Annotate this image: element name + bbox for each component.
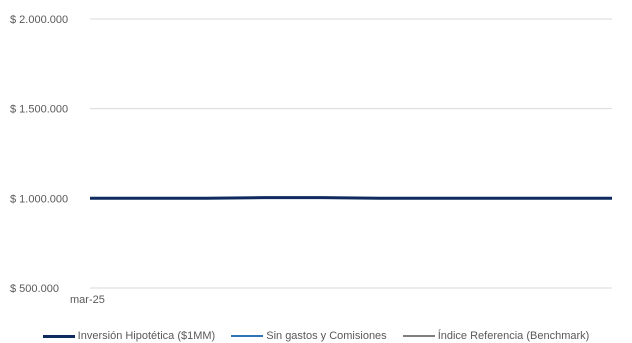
series-line-0 xyxy=(90,196,612,200)
legend-item-inversion: Inversión Hipotética ($1MM) xyxy=(42,330,216,342)
legend-swatch-sin-gastos xyxy=(231,335,264,337)
legend-item-benchmark: Índice Referencia (Benchmark) xyxy=(402,330,590,342)
x-tick-label: mar-25 xyxy=(70,294,105,306)
gridlines xyxy=(90,18,612,289)
legend-label-sin-gastos: Sin gastos y Comisiones xyxy=(266,330,387,342)
legend-label-benchmark: Índice Referencia (Benchmark) xyxy=(437,330,590,342)
legend-swatch-inversion xyxy=(42,334,75,338)
x-axis-tick-labels: mar-25 xyxy=(70,294,105,306)
y-tick-label: $ 1.500.000 xyxy=(10,104,68,116)
series-lines xyxy=(90,196,612,200)
y-tick-label: $ 2.000.000 xyxy=(10,14,68,26)
y-tick-label: $ 1.000.000 xyxy=(10,193,68,205)
legend: Inversión Hipotética ($1MM) Sin gastos y… xyxy=(0,329,632,343)
legend-label-inversion: Inversión Hipotética ($1MM) xyxy=(77,330,216,342)
y-axis-tick-labels: $ 500.000 $ 1.000.000 $ 1.500.000 $ 2.000.0… xyxy=(10,14,68,295)
line-chart: $ 500.000 $ 1.000.000 $ 1.500.000 $ 2.000.0… xyxy=(10,14,612,306)
y-tick-label: $ 500.000 xyxy=(10,283,59,295)
legend-item-sin-gastos: Sin gastos y Comisiones xyxy=(231,330,387,342)
legend-swatch-benchmark xyxy=(402,335,435,337)
